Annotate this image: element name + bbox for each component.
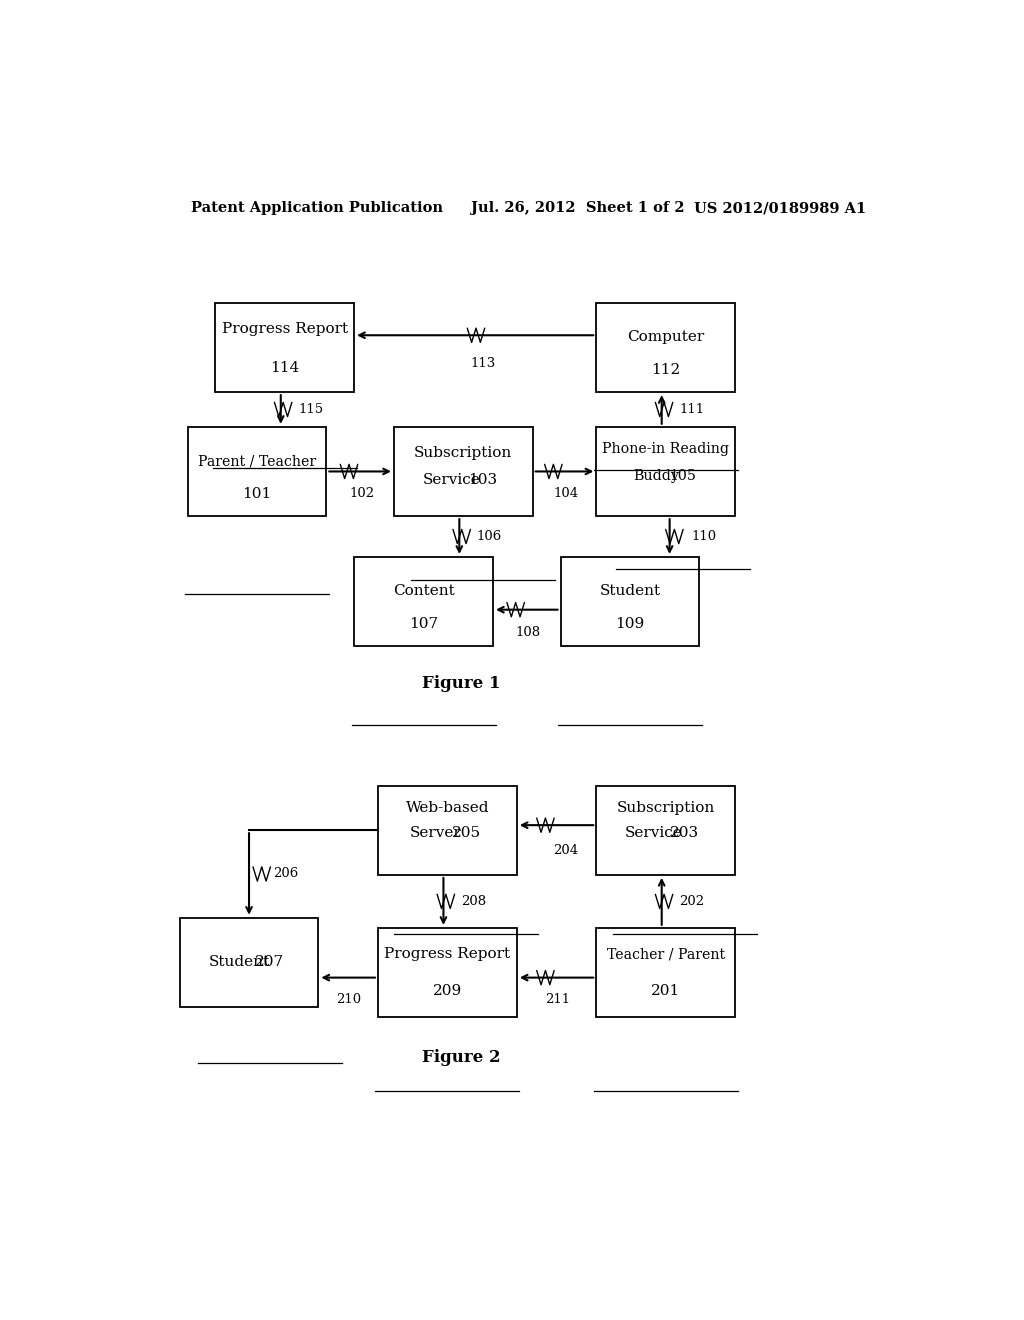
Text: Teacher / Parent: Teacher / Parent xyxy=(606,948,725,961)
Text: Progress Report: Progress Report xyxy=(384,948,511,961)
Text: Patent Application Publication: Patent Application Publication xyxy=(191,201,443,215)
Text: 110: 110 xyxy=(692,531,717,543)
Text: 210: 210 xyxy=(336,994,360,1006)
Text: 111: 111 xyxy=(679,403,705,416)
Text: 211: 211 xyxy=(546,994,570,1006)
Text: Computer: Computer xyxy=(627,330,705,345)
Text: 105: 105 xyxy=(670,469,696,483)
Bar xyxy=(215,302,354,392)
Text: Server: Server xyxy=(410,826,462,841)
Bar xyxy=(560,557,699,647)
Text: 205: 205 xyxy=(452,826,481,841)
Text: 114: 114 xyxy=(270,360,299,375)
Text: 107: 107 xyxy=(409,616,438,631)
Text: 102: 102 xyxy=(349,487,375,500)
Text: 207: 207 xyxy=(255,956,285,969)
Text: 104: 104 xyxy=(554,487,579,500)
Text: 106: 106 xyxy=(477,531,502,543)
Text: 202: 202 xyxy=(679,895,705,908)
Text: Subscription: Subscription xyxy=(616,801,715,814)
Text: Service: Service xyxy=(423,473,480,487)
Text: 101: 101 xyxy=(243,487,271,500)
Text: 115: 115 xyxy=(298,403,324,416)
Text: 204: 204 xyxy=(554,843,579,857)
Text: 109: 109 xyxy=(615,616,644,631)
Text: 208: 208 xyxy=(461,895,486,908)
Text: Service: Service xyxy=(625,826,683,841)
Text: Buddy: Buddy xyxy=(633,469,679,483)
Text: Jul. 26, 2012  Sheet 1 of 2: Jul. 26, 2012 Sheet 1 of 2 xyxy=(471,201,684,215)
Text: Subscription: Subscription xyxy=(414,446,512,461)
Bar xyxy=(596,426,735,516)
Text: 113: 113 xyxy=(470,358,496,370)
Text: US 2012/0189989 A1: US 2012/0189989 A1 xyxy=(694,201,866,215)
Text: Student: Student xyxy=(599,585,660,598)
Text: 203: 203 xyxy=(670,826,699,841)
Bar xyxy=(596,302,735,392)
Bar xyxy=(378,785,517,875)
Text: 112: 112 xyxy=(651,363,680,376)
Bar xyxy=(394,426,532,516)
Text: Figure 2: Figure 2 xyxy=(422,1049,501,1067)
Bar xyxy=(354,557,494,647)
Text: 201: 201 xyxy=(651,983,680,998)
Text: 108: 108 xyxy=(516,626,541,639)
Text: Content: Content xyxy=(393,585,455,598)
Bar xyxy=(179,917,318,1007)
Text: Progress Report: Progress Report xyxy=(221,322,348,337)
Bar xyxy=(596,928,735,1018)
Text: Student: Student xyxy=(209,956,270,969)
Text: 103: 103 xyxy=(469,473,498,487)
Bar xyxy=(378,928,517,1018)
Text: Parent / Teacher: Parent / Teacher xyxy=(198,454,316,469)
Text: Figure 1: Figure 1 xyxy=(422,676,501,693)
Text: 206: 206 xyxy=(272,867,298,880)
Bar xyxy=(596,785,735,875)
Text: Web-based: Web-based xyxy=(406,801,489,814)
Text: Phone-in Reading: Phone-in Reading xyxy=(602,442,729,457)
Bar xyxy=(187,426,327,516)
Text: 209: 209 xyxy=(433,983,462,998)
